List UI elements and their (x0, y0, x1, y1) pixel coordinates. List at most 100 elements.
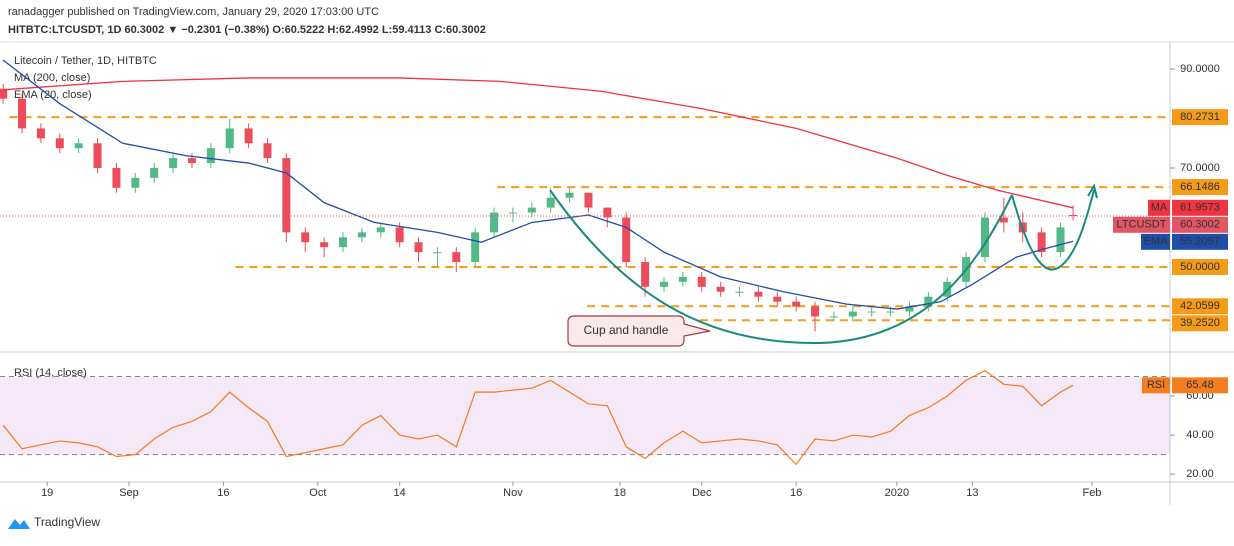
x-tick-label: 2020 (885, 487, 909, 499)
indicator-value-label: 55.2057 (1180, 236, 1220, 248)
x-tick-label: 19 (41, 487, 53, 499)
candle-body (980, 217, 989, 258)
candle-body (93, 143, 102, 169)
level-label-box (1172, 109, 1228, 126)
y-tick-label: 70.0000 (1180, 162, 1220, 174)
level-label-box (1172, 179, 1228, 196)
candle-body (735, 291, 744, 293)
candle-body (357, 232, 366, 238)
candle-body (282, 158, 291, 233)
indicator-value-label-box (1172, 233, 1228, 250)
symbol-title: Litecoin / Tether, 1D, HITBTC (14, 55, 157, 67)
x-tick-label: 18 (614, 487, 626, 499)
candle-body (1056, 227, 1065, 253)
series-tag-text: MA (1151, 202, 1168, 214)
arrow-head (1087, 183, 1098, 199)
candle-body (244, 128, 253, 144)
level-label-box (1172, 258, 1228, 275)
candle-body (1037, 232, 1046, 253)
y-tick-label: 40.00 (1186, 429, 1214, 441)
candle-body (36, 128, 45, 139)
candle-body (74, 143, 83, 149)
logo-text: TradingView (34, 515, 100, 529)
candle-body (716, 286, 725, 292)
ma-legend: MA (200, close) (14, 72, 90, 84)
candle-body (641, 262, 650, 287)
candle-body (131, 177, 140, 188)
logo-icon (8, 519, 30, 529)
candle-body (490, 212, 499, 233)
indicator-value-label: 61.9573 (1180, 202, 1220, 214)
candle-body (225, 128, 234, 149)
candle-body (924, 296, 933, 307)
indicator-line (3, 77, 1074, 209)
level-label: 66.1486 (1180, 181, 1220, 193)
candle-body (565, 192, 574, 198)
candle-body (811, 306, 820, 317)
candle-body (773, 296, 782, 302)
candle-body (169, 158, 178, 169)
x-tick-label: 14 (394, 487, 406, 499)
candle-body (999, 217, 1008, 223)
candle-body (584, 192, 593, 208)
annotation-layer: Cup and handle (549, 183, 1098, 347)
candle-body (320, 242, 329, 248)
last-price-label-box (1172, 216, 1228, 233)
candle-body (263, 143, 272, 159)
cup-curve (549, 189, 1013, 345)
candle-body (471, 232, 480, 263)
last-price-label: 60.3002 (1180, 219, 1220, 231)
candle-body (697, 276, 706, 287)
candle-body (18, 98, 27, 129)
candle-body (1069, 214, 1078, 217)
rsi-value-box (1172, 377, 1228, 394)
candle-body (0, 88, 8, 99)
series-tag-text: EMA (1144, 236, 1169, 248)
y-tick-label: 20.00 (1186, 468, 1214, 480)
candle-body (886, 311, 895, 313)
candle-body (848, 311, 857, 317)
candle-body (112, 168, 121, 188)
quote: HITBTC:LTCUSDT, 1D 60.3002 ▼ −0.2301 (−0… (8, 24, 486, 36)
y-tick-label: 90.0000 (1180, 63, 1220, 75)
x-tick-label: Feb (1082, 487, 1101, 499)
candle-body (452, 252, 461, 263)
publisher: ranadagger published on TradingView.com,… (8, 6, 379, 18)
candle-body (829, 316, 838, 318)
series-tag (1141, 233, 1170, 250)
candle-body (55, 138, 64, 149)
level-label: 39.2520 (1180, 317, 1220, 329)
rsi-tag-text: RSI (1147, 379, 1165, 391)
candle-body (339, 237, 348, 248)
callout-box (567, 315, 711, 347)
candle-body (206, 148, 215, 164)
candle-body (792, 301, 801, 307)
rsi-band (0, 376, 1170, 455)
x-tick-label: Nov (503, 487, 523, 499)
candle-body (603, 207, 612, 218)
candle-body (433, 252, 442, 254)
candle-body (376, 227, 385, 233)
rsi-legend: RSI (14, close) (14, 367, 87, 379)
level-label: 80.2731 (1180, 111, 1220, 123)
callout-text: Cup and handle (584, 323, 669, 337)
logo: TradingView (8, 515, 100, 529)
series-tag-text: LTCUSDT (1117, 219, 1167, 231)
level-label: 50.0000 (1180, 261, 1220, 273)
ema-legend: EMA (20, close) (14, 89, 92, 101)
level-label-box (1172, 315, 1228, 332)
x-tick-label: 13 (966, 487, 978, 499)
rsi-line (2, 369, 1074, 466)
x-tick-label: Dec (692, 487, 712, 499)
indicator-line (2, 59, 1074, 310)
candle-body (395, 227, 404, 243)
candle-body (301, 232, 310, 243)
candle-body (905, 306, 914, 312)
candle-body (150, 168, 159, 178)
series-tag (1148, 199, 1170, 216)
candle-body (622, 217, 631, 263)
rsi-value-label: 65.48 (1186, 379, 1214, 391)
candle-body (678, 276, 687, 282)
